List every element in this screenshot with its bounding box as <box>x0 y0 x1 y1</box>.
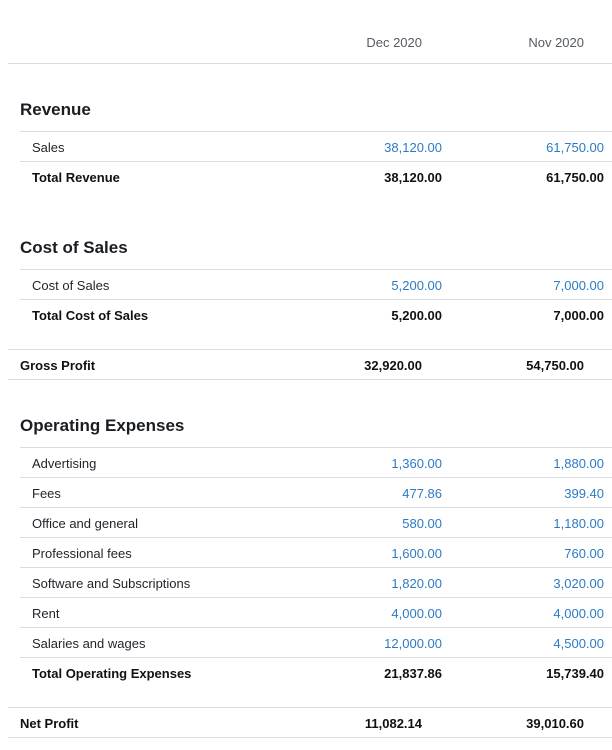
table-row[interactable]: Fees 477.86 399.40 <box>20 477 612 508</box>
column-header-nov-2020: Nov 2020 <box>528 35 584 50</box>
total-value: 32,920.00 <box>364 358 422 373</box>
row-label: Total Operating Expenses <box>32 666 192 681</box>
total-value: 15,739.40 <box>546 666 604 681</box>
row-label: Total Cost of Sales <box>32 308 149 323</box>
table-row[interactable]: Software and Subscriptions 1,820.00 3,02… <box>20 567 612 598</box>
amount-link[interactable]: 1,600.00 <box>391 546 442 561</box>
total-value: 54,750.00 <box>526 358 584 373</box>
row-label: Professional fees <box>32 546 132 561</box>
total-row-cost-of-sales: Total Cost of Sales 5,200.00 7,000.00 <box>20 299 612 330</box>
table-row[interactable]: Sales 38,120.00 61,750.00 <box>20 131 612 162</box>
amount-link[interactable]: 4,000.00 <box>391 606 442 621</box>
total-value: 21,837.86 <box>384 666 442 681</box>
net-profit-row: Net Profit 11,082.14 39,010.60 <box>8 707 612 738</box>
gross-profit-row: Gross Profit 32,920.00 54,750.00 <box>8 349 612 380</box>
amount-link[interactable]: 1,180.00 <box>553 516 604 531</box>
row-label: Sales <box>32 140 65 155</box>
amount-link[interactable]: 61,750.00 <box>546 140 604 155</box>
section-title-cost-of-sales: Cost of Sales <box>20 238 128 257</box>
total-value: 11,082.14 <box>364 716 422 731</box>
amount-link[interactable]: 760.00 <box>564 546 604 561</box>
row-label: Salaries and wages <box>32 636 146 651</box>
amount-link[interactable]: 399.40 <box>564 486 604 501</box>
table-row[interactable]: Office and general 580.00 1,180.00 <box>20 507 612 538</box>
amount-link[interactable]: 1,880.00 <box>553 456 604 471</box>
amount-link[interactable]: 3,020.00 <box>553 576 604 591</box>
table-row[interactable]: Rent 4,000.00 4,000.00 <box>20 597 612 628</box>
total-value: 38,120.00 <box>384 170 442 185</box>
table-row[interactable]: Cost of Sales 5,200.00 7,000.00 <box>20 269 612 300</box>
row-label: Advertising <box>32 456 97 471</box>
section-title-revenue: Revenue <box>20 100 91 119</box>
total-value: 61,750.00 <box>546 170 604 185</box>
total-value: 7,000.00 <box>553 308 604 323</box>
amount-link[interactable]: 4,500.00 <box>553 636 604 651</box>
row-label: Fees <box>32 486 61 501</box>
row-label: Net Profit <box>20 716 79 731</box>
amount-link[interactable]: 12,000.00 <box>384 636 442 651</box>
amount-link[interactable]: 1,360.00 <box>391 456 442 471</box>
amount-link[interactable]: 38,120.00 <box>384 140 442 155</box>
row-label: Cost of Sales <box>32 278 110 293</box>
amount-link[interactable]: 4,000.00 <box>553 606 604 621</box>
section-title-operating-expenses: Operating Expenses <box>20 416 185 435</box>
row-label: Office and general <box>32 516 138 531</box>
row-label: Rent <box>32 606 60 621</box>
total-row-revenue: Total Revenue 38,120.00 61,750.00 <box>20 161 612 192</box>
amount-link[interactable]: 7,000.00 <box>553 278 604 293</box>
amount-link[interactable]: 1,820.00 <box>391 576 442 591</box>
row-label: Total Revenue <box>32 170 120 185</box>
column-header-dec-2020: Dec 2020 <box>366 35 422 50</box>
table-row[interactable]: Professional fees 1,600.00 760.00 <box>20 537 612 568</box>
total-value: 5,200.00 <box>391 308 442 323</box>
total-value: 39,010.60 <box>526 716 584 731</box>
amount-link[interactable]: 5,200.00 <box>391 278 442 293</box>
report-header: Dec 2020 Nov 2020 <box>8 0 612 64</box>
table-row[interactable]: Salaries and wages 12,000.00 4,500.00 <box>20 627 612 658</box>
total-row-operating-expenses: Total Operating Expenses 21,837.86 15,73… <box>20 657 612 688</box>
row-label: Gross Profit <box>20 358 96 373</box>
table-row[interactable]: Advertising 1,360.00 1,880.00 <box>20 447 612 478</box>
row-label: Software and Subscriptions <box>32 576 191 591</box>
amount-link[interactable]: 477.86 <box>402 486 442 501</box>
amount-link[interactable]: 580.00 <box>402 516 442 531</box>
